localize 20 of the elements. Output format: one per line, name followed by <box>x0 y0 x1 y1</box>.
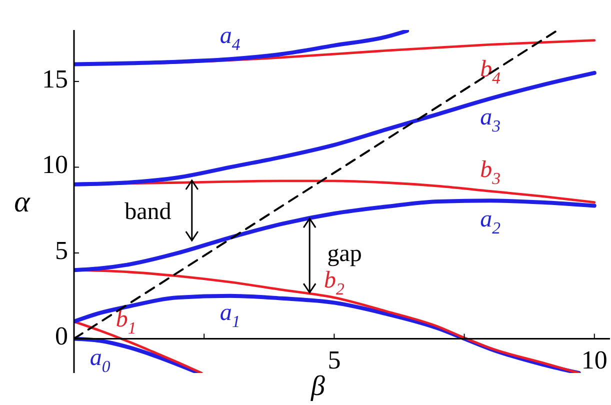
series-label: a$_{3}$ <box>480 104 501 136</box>
y-axis-title: α <box>14 186 32 218</box>
y-tick-label: 10 <box>42 150 68 180</box>
annotation: band <box>124 199 172 226</box>
x-axis-title: β <box>310 371 326 402</box>
series-label: a$_{4}$ <box>220 22 241 55</box>
y-tick-label: 0 <box>55 322 68 351</box>
series-label: b$_{3}$ <box>480 156 501 189</box>
annotation: gap <box>327 241 362 268</box>
series-label: a$_{2}$ <box>480 206 502 238</box>
line-series <box>74 336 201 373</box>
series-label: a$_{1}$ <box>220 299 240 332</box>
series-label: a$_{0}$ <box>90 344 111 376</box>
line-series <box>74 198 596 272</box>
series-label: b$_{2}$ <box>324 267 345 299</box>
series-label: b$_{1}$ <box>116 306 136 338</box>
y-tick-label: 15 <box>42 64 68 94</box>
y-tick-label: 5 <box>55 236 68 265</box>
line-series <box>74 30 410 66</box>
series-label: b$_{4}$ <box>480 56 502 88</box>
